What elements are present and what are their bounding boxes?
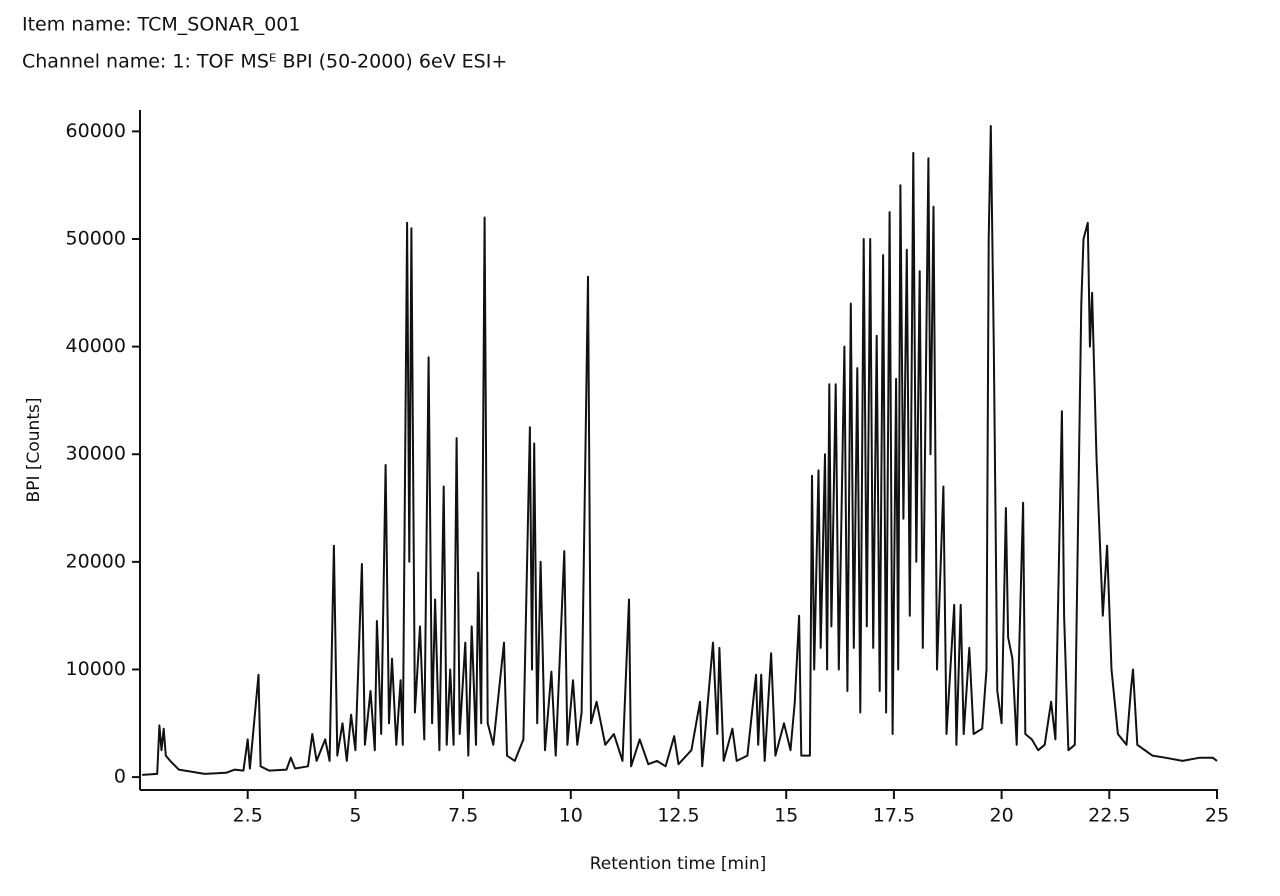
x-axis-label: Retention time [min] bbox=[590, 854, 767, 874]
chart-title: Item name: TCM_SONAR_001 bbox=[22, 14, 300, 36]
x-tick-label: 17.5 bbox=[873, 805, 915, 827]
chromatogram-line bbox=[142, 125, 1218, 776]
x-tick-label: 7.5 bbox=[448, 805, 478, 827]
y-tick-label: 60000 bbox=[66, 120, 126, 142]
y-tick-label: 20000 bbox=[66, 550, 126, 572]
chart-subtitle: Channel name: 1: TOF MSᴱ BPI (50-2000) 6… bbox=[22, 51, 507, 73]
y-tick-label: 30000 bbox=[66, 443, 126, 465]
x-tick-label: 25 bbox=[1205, 805, 1229, 827]
y-axis-label: BPI [Counts] bbox=[24, 398, 44, 503]
x-tick-label: 10 bbox=[559, 805, 583, 827]
x-tick-label: 12.5 bbox=[657, 805, 699, 827]
x-tick-label: 15 bbox=[774, 805, 798, 827]
y-tick-label: 40000 bbox=[66, 335, 126, 357]
y-tick-label: 50000 bbox=[66, 227, 126, 249]
x-tick-label: 22.5 bbox=[1088, 805, 1130, 827]
y-tick-label: 0 bbox=[114, 766, 126, 788]
x-tick-label: 2.5 bbox=[233, 805, 263, 827]
x-tick-label: 20 bbox=[990, 805, 1014, 827]
x-tick-label: 5 bbox=[349, 805, 361, 827]
y-tick-label: 10000 bbox=[66, 658, 126, 680]
